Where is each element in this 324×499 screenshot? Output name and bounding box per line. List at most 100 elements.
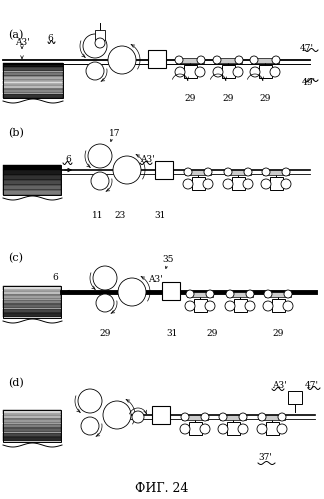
Circle shape — [200, 424, 210, 434]
Circle shape — [93, 266, 117, 290]
Circle shape — [278, 413, 286, 421]
Circle shape — [272, 56, 280, 64]
Circle shape — [186, 290, 194, 298]
Bar — [191, 177, 204, 190]
Circle shape — [91, 172, 109, 190]
Text: 29: 29 — [184, 93, 196, 102]
Bar — [182, 415, 208, 420]
Bar — [3, 290, 61, 294]
Bar — [148, 50, 166, 68]
Text: 29: 29 — [99, 329, 111, 338]
Bar — [3, 299, 61, 303]
Circle shape — [257, 424, 267, 434]
Bar — [265, 422, 279, 435]
Circle shape — [235, 56, 243, 64]
Circle shape — [206, 290, 214, 298]
Bar — [189, 422, 202, 435]
Circle shape — [213, 67, 223, 77]
Circle shape — [78, 389, 102, 413]
Circle shape — [175, 67, 185, 77]
Circle shape — [83, 34, 107, 58]
Circle shape — [238, 424, 248, 434]
Bar — [234, 298, 247, 311]
Bar — [3, 437, 61, 441]
Circle shape — [184, 168, 192, 176]
Circle shape — [95, 38, 105, 48]
Circle shape — [250, 56, 258, 64]
Circle shape — [243, 179, 253, 189]
Bar — [259, 64, 272, 77]
Bar — [3, 308, 61, 312]
Bar — [162, 282, 180, 300]
Circle shape — [219, 413, 227, 421]
Text: 29: 29 — [222, 93, 234, 102]
Circle shape — [175, 56, 183, 64]
Bar — [95, 30, 105, 40]
Text: A3': A3' — [15, 37, 29, 46]
Bar — [155, 161, 173, 179]
Circle shape — [180, 424, 190, 434]
Circle shape — [181, 413, 189, 421]
Bar — [3, 165, 61, 195]
Circle shape — [282, 168, 290, 176]
Circle shape — [261, 179, 271, 189]
Bar — [3, 67, 63, 71]
Circle shape — [277, 424, 287, 434]
Circle shape — [197, 56, 205, 64]
Text: 47': 47' — [305, 381, 319, 390]
Bar — [3, 304, 61, 308]
Circle shape — [264, 290, 272, 298]
Bar — [3, 175, 61, 180]
Circle shape — [96, 294, 114, 312]
Bar — [3, 89, 63, 93]
Bar — [3, 170, 61, 175]
Circle shape — [183, 179, 193, 189]
Circle shape — [113, 156, 141, 184]
Circle shape — [225, 301, 235, 311]
Circle shape — [284, 290, 292, 298]
Bar — [3, 415, 61, 419]
Bar — [3, 410, 61, 442]
Text: 6: 6 — [65, 156, 71, 165]
Circle shape — [283, 301, 293, 311]
Circle shape — [244, 168, 252, 176]
Circle shape — [185, 301, 195, 311]
Bar — [3, 94, 63, 97]
Text: (c): (c) — [8, 253, 23, 263]
Bar — [220, 415, 246, 420]
Bar — [3, 424, 61, 428]
Bar — [3, 185, 61, 190]
Bar — [3, 80, 63, 84]
Bar — [225, 170, 251, 175]
Bar — [265, 291, 291, 296]
Bar — [3, 428, 61, 432]
Bar — [3, 72, 63, 76]
Bar — [3, 180, 61, 185]
Circle shape — [258, 413, 266, 421]
Bar — [187, 291, 213, 296]
Bar — [232, 177, 245, 190]
Circle shape — [213, 56, 221, 64]
Bar — [214, 57, 242, 62]
Circle shape — [262, 168, 270, 176]
Bar — [3, 419, 61, 423]
Text: 29: 29 — [206, 329, 218, 338]
Circle shape — [233, 67, 243, 77]
Text: 6: 6 — [52, 273, 58, 282]
Bar — [3, 295, 61, 299]
Circle shape — [250, 67, 260, 77]
Text: A3': A3' — [140, 156, 155, 165]
Circle shape — [246, 290, 254, 298]
Bar — [222, 64, 235, 77]
Bar — [3, 165, 61, 170]
Text: 35: 35 — [162, 255, 174, 264]
Circle shape — [132, 411, 144, 423]
Bar — [3, 410, 61, 414]
Circle shape — [108, 46, 136, 74]
Circle shape — [270, 67, 280, 77]
Text: (d): (d) — [8, 378, 24, 388]
Text: (b): (b) — [8, 128, 24, 138]
Text: A3': A3' — [272, 381, 287, 390]
Bar — [251, 57, 279, 62]
Text: 11: 11 — [92, 211, 104, 220]
